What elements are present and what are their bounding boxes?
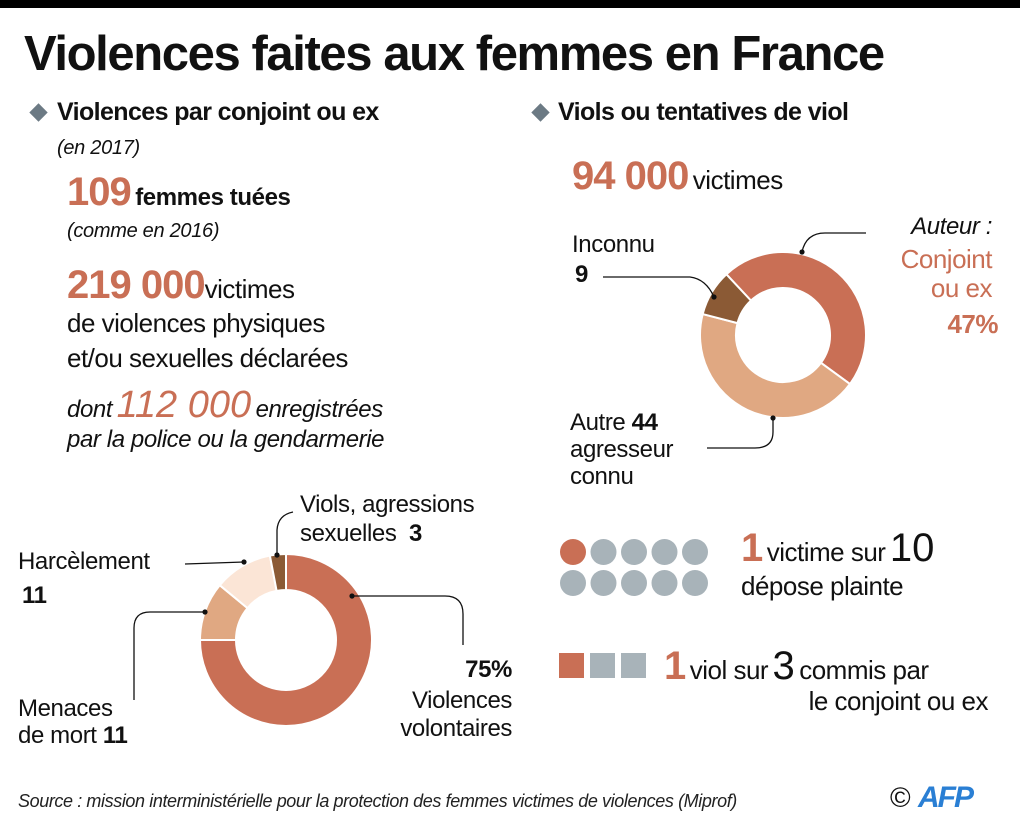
registered-suffix: enregistrées bbox=[255, 396, 384, 423]
left-heading: Violences par conjoint ou ex bbox=[57, 98, 379, 126]
donut-chart-violence-types bbox=[198, 552, 373, 727]
value-autre: 44 bbox=[631, 409, 658, 436]
top-bar bbox=[0, 0, 1020, 8]
leader-dot bbox=[241, 559, 247, 565]
donut-chart-rape-authors bbox=[699, 251, 867, 419]
leader-dots bbox=[202, 249, 805, 615]
rape-victims-label: victimes bbox=[692, 165, 783, 195]
label-menaces-line2: de mort 11 bbox=[18, 722, 128, 749]
leader-line-violences bbox=[352, 595, 464, 645]
complaint-stat: 1 victime sur 10 bbox=[741, 528, 934, 568]
leader-line-inconnu bbox=[603, 276, 715, 298]
rape-square bbox=[559, 653, 584, 678]
right-heading: Viols ou tentatives de viol bbox=[558, 98, 849, 126]
victim-dot bbox=[682, 570, 708, 596]
label-menaces-line1: Menaces bbox=[18, 695, 113, 722]
donut-slice-auteur-conjoint-ou-ex bbox=[724, 251, 867, 386]
label-violences-line1: Violences bbox=[411, 687, 512, 714]
victim-dot bbox=[651, 539, 678, 565]
leader-dot bbox=[202, 609, 208, 615]
victim-dot bbox=[621, 570, 647, 596]
rape-victims-number: 94 000 bbox=[572, 154, 689, 198]
label-conjoint-line2: ou ex bbox=[930, 273, 993, 303]
page-title: Violences faites aux femmes en France bbox=[24, 27, 885, 81]
registered-line2: par la police ou la gendarmerie bbox=[67, 426, 385, 453]
label-autre-line1: Autre 44 bbox=[570, 411, 658, 435]
label-auteur: Auteur : bbox=[911, 213, 992, 240]
leader-dot bbox=[770, 415, 776, 421]
rape-stat: 1 viol sur 3 commis par bbox=[664, 646, 929, 686]
victim-dot bbox=[560, 539, 586, 565]
victim-dot bbox=[590, 539, 617, 565]
value-inconnu: 9 bbox=[575, 261, 588, 288]
rape-square bbox=[590, 653, 615, 678]
complaint-text: victime sur bbox=[766, 537, 886, 567]
victim-dot bbox=[590, 570, 617, 596]
complaint-dot-grid bbox=[560, 539, 708, 596]
leader-line-menaces bbox=[133, 611, 205, 700]
leader-dot bbox=[274, 552, 280, 558]
victim-dot bbox=[682, 539, 708, 565]
copyright-icon: © bbox=[890, 782, 911, 813]
leader-lines bbox=[133, 232, 866, 700]
rape-num: 1 bbox=[664, 644, 686, 688]
complaint-num: 1 bbox=[741, 526, 763, 570]
rape-line2: le conjoint ou ex bbox=[808, 686, 989, 716]
victim-dot bbox=[651, 570, 678, 596]
victims-stat: 219 000victimes bbox=[67, 265, 295, 305]
label-autre-line2: agresseur bbox=[570, 436, 674, 463]
killed-stat: 109 femmes tuées bbox=[67, 170, 291, 214]
label-conjoint-line1: Conjoint bbox=[900, 244, 993, 274]
donut-slice-autre-agresseur-connu bbox=[699, 312, 852, 419]
victims-line3: et/ou sexuelles déclarées bbox=[67, 343, 348, 373]
victim-dot bbox=[621, 539, 647, 565]
complaint-line2: dépose plainte bbox=[741, 571, 904, 601]
label-autre-line3: connu bbox=[570, 463, 634, 490]
rape-den: 3 bbox=[772, 644, 795, 688]
rape-victims-stat: 94 000 victimes bbox=[572, 156, 783, 196]
leader-line-harcelement bbox=[184, 561, 245, 565]
afp-logo: AFP bbox=[918, 781, 974, 814]
label-menaces-text: de mort bbox=[18, 722, 97, 749]
label-violences-line2: volontaires bbox=[400, 715, 512, 742]
leader-dot bbox=[349, 593, 355, 599]
complaint-den: 10 bbox=[889, 526, 935, 570]
value-violences: 75% bbox=[465, 656, 512, 683]
leader-line-viols bbox=[276, 511, 294, 555]
rape-square bbox=[621, 653, 646, 678]
donut-slice-inconnu bbox=[701, 272, 753, 325]
killed-note: (comme en 2016) bbox=[67, 220, 220, 242]
victims-number: 219 000 bbox=[67, 263, 206, 307]
year-note: (en 2017) bbox=[57, 137, 140, 159]
label-viols-text: sexuelles bbox=[300, 520, 397, 547]
victims-label: victimes bbox=[204, 274, 295, 304]
source-note: Source : mission interministérielle pour… bbox=[18, 791, 737, 811]
label-viols-line1: Viols, agressions bbox=[300, 491, 475, 518]
label-inconnu: Inconnu bbox=[572, 231, 655, 258]
leader-dot bbox=[711, 294, 717, 300]
value-conjoint: 47% bbox=[947, 309, 998, 339]
victims-line2: de violences physiques bbox=[67, 308, 325, 338]
rape-square-row bbox=[559, 653, 646, 678]
label-harcelement: Harcèlement bbox=[18, 548, 150, 575]
rape-text2: commis par bbox=[799, 655, 929, 685]
registered-prefix: dont bbox=[67, 396, 113, 423]
killed-label: femmes tuées bbox=[135, 184, 291, 211]
value-viols: 3 bbox=[409, 520, 422, 547]
rape-text: viol sur bbox=[689, 655, 769, 685]
registered-number: 112 000 bbox=[116, 384, 252, 426]
leader-line-autre bbox=[707, 418, 774, 449]
donut-slice-violences-volontaires bbox=[198, 552, 373, 727]
label-autre-text: Autre bbox=[570, 409, 626, 436]
leader-dot bbox=[799, 249, 805, 255]
value-harcelement: 11 bbox=[22, 582, 47, 609]
registered-stat: dont 112 000 enregistrées bbox=[67, 386, 383, 424]
killed-number: 109 bbox=[67, 170, 132, 214]
leader-line-conjoint bbox=[801, 232, 866, 253]
victim-dot bbox=[560, 570, 586, 596]
label-viols-line2: sexuelles 3 bbox=[300, 522, 422, 546]
value-menaces: 11 bbox=[102, 722, 128, 749]
